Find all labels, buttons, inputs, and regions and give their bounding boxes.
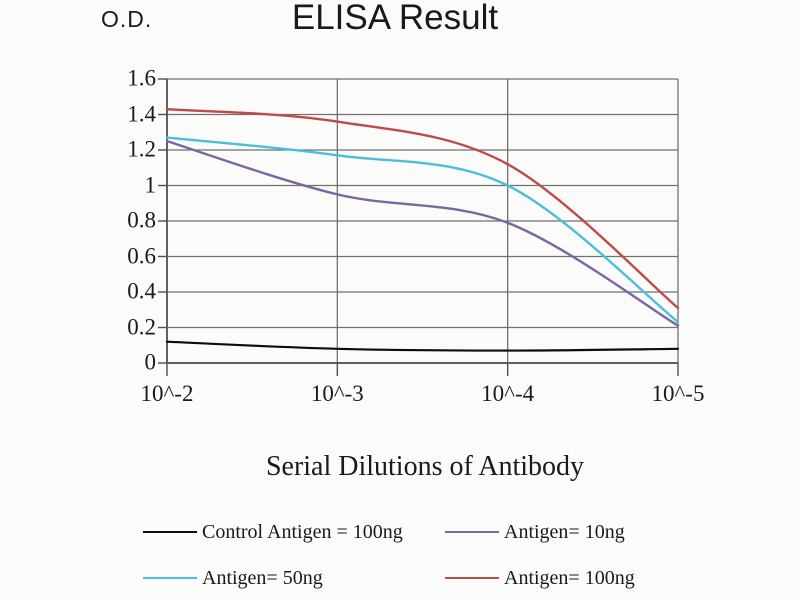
legend-label: Antigen= 100ng (504, 566, 635, 589)
legend: Control Antigen = 100ng Antigen= 10ng Anti… (143, 519, 663, 600)
legend-item: Antigen= 10ng (445, 521, 625, 544)
y-tick-label: 1.4 (127, 101, 156, 127)
legend-line-swatch (445, 531, 499, 533)
y-axis-unit-label: O.D. (101, 6, 153, 32)
y-tick-label: 0.2 (127, 314, 156, 340)
series-line-1 (165, 139, 680, 327)
legend-item: Antigen= 50ng (143, 567, 445, 590)
y-tick-label: 1 (144, 172, 157, 198)
x-axis-title: Serial Dilutions of Antibody (265, 451, 585, 482)
chart-title: ELISA Result (291, 0, 499, 37)
legend-label: Antigen= 50ng (202, 566, 323, 589)
y-tick-label: 0.8 (127, 207, 156, 233)
legend-item: Control Antigen = 100ng (143, 521, 445, 544)
y-tick-label: 0.4 (127, 278, 156, 304)
legend-line-swatch (143, 577, 197, 579)
y-tick-label: 1.2 (127, 136, 156, 162)
legend-label: Antigen= 10ng (504, 520, 625, 543)
series-line-0 (165, 340, 680, 352)
series-line-2 (165, 136, 680, 324)
legend-item: Antigen= 100ng (445, 567, 635, 590)
legend-row: Control Antigen = 100ng Antigen= 10ng (143, 519, 663, 545)
legend-row: Antigen= 50ng Antigen= 100ng (143, 565, 663, 591)
x-tick-label: 10^-5 (651, 381, 705, 406)
legend-line-swatch (143, 531, 197, 533)
x-tick-label: 10^-4 (481, 381, 535, 406)
legend-label: Control Antigen = 100ng (202, 520, 403, 543)
x-tick-label: 10^-3 (310, 381, 364, 406)
y-tick-label: 0 (144, 349, 157, 375)
legend-line-swatch (445, 577, 499, 579)
x-tick-label: 10^-2 (140, 381, 194, 406)
y-tick-label: 0.6 (127, 243, 156, 269)
y-tick-label: 1.6 (127, 65, 156, 91)
series-line-3 (165, 107, 680, 310)
